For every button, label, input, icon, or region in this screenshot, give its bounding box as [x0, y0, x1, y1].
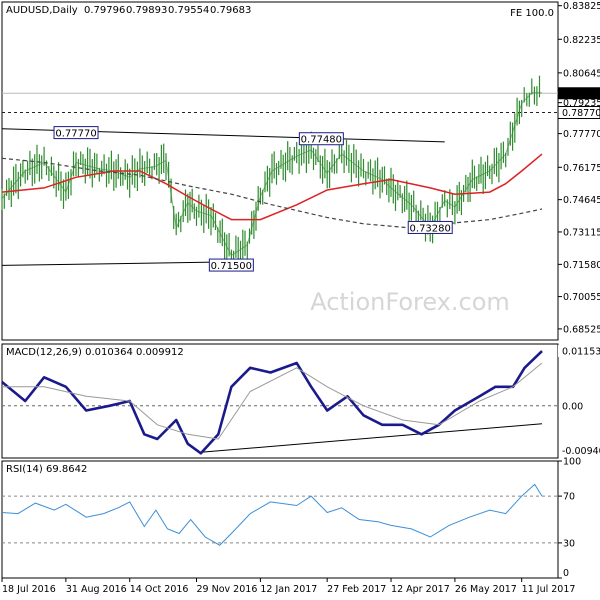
- price-tick-label: 0.74645: [563, 195, 600, 206]
- annotation-label: 0.71500: [211, 261, 252, 272]
- price-annotation-4: 0.71500: [208, 258, 254, 272]
- x-tick-label: 27 Feb 2017: [327, 584, 386, 595]
- x-tick-label: 12 Jan 2017: [260, 584, 317, 595]
- ohlc-high: 0.79893: [126, 5, 167, 16]
- price-tick-label: 0.71580: [563, 260, 600, 271]
- macd-panel-frame: [1, 343, 559, 459]
- annotation-box: [407, 220, 453, 234]
- macd-value-tag: [558, 344, 600, 357]
- macd-plot: [1, 350, 558, 455]
- macd-tick-label: 0.011534: [562, 346, 600, 357]
- price-bars: [1, 75, 542, 271]
- sma-line-dashed: [1, 157, 543, 229]
- price-tick-label: 0.83825: [563, 1, 600, 12]
- price-tick-label: 0.73115: [563, 227, 600, 238]
- macd-y-axis: 0.011534 0.00 -0.009409: [558, 344, 600, 457]
- level-tag-text: 0.78770: [562, 108, 600, 119]
- annotation-label: 0.77480: [301, 135, 342, 146]
- price-tick-label: 0.68525: [563, 324, 600, 335]
- date-x-axis: 18 Jul 2016 31 Aug 2016 14 Oct 2016 29 Nov …: [1, 578, 576, 595]
- macd-tick-label: 0.00: [562, 401, 583, 412]
- annotation-box: [298, 132, 344, 146]
- annotation-label: 0.77770: [55, 129, 96, 140]
- x-tick-label: 26 May 2017: [455, 584, 517, 595]
- macd-tick-label: -0.009409: [562, 446, 600, 457]
- rsi-y-axis: 100 70 30 0: [558, 457, 581, 579]
- annotation-label: 0.73280: [410, 223, 451, 234]
- trend-line-2: [1, 261, 246, 266]
- annotation-box: [53, 126, 99, 140]
- rsi-plot: [1, 483, 558, 546]
- level-tag: [557, 105, 600, 119]
- price-annotation-3: 0.73280: [407, 220, 453, 234]
- price-panel-frame: [1, 1, 559, 341]
- rsi-tick-label: 30: [563, 538, 575, 549]
- rsi-tick-label: 70: [563, 492, 575, 503]
- rsi-line: [1, 483, 543, 546]
- x-tick-label: 18 Jul 2016: [2, 584, 56, 595]
- annotation-box: [208, 258, 254, 272]
- current-price-tag: [558, 87, 600, 100]
- rsi-title: RSI(14) 69.8642: [6, 464, 87, 475]
- price-tick-label: 0.82235: [563, 35, 600, 46]
- price-tick-label: 0.76175: [563, 163, 600, 174]
- price-tick-label: 0.70055: [563, 292, 600, 303]
- price-y-axis: 0.83825 0.82235 0.80645 0.79235 0.77770 0.761…: [557, 1, 600, 335]
- macd-trend-line: [200, 423, 543, 453]
- price-panel-title: AUDUSD,Daily: [6, 5, 78, 16]
- rsi-tick-label: 100: [563, 457, 581, 468]
- price-tick-label: 0.79235: [563, 98, 600, 109]
- fe-label: FE 100.0: [510, 8, 554, 19]
- x-tick-label: 31 Aug 2016: [66, 584, 127, 595]
- price-annotation-2: 0.77480: [298, 132, 344, 146]
- price-annotation-1: 0.77770: [53, 126, 99, 140]
- price-tick-label: 0.77770: [563, 129, 600, 140]
- sma-line-red: [1, 153, 543, 221]
- x-tick-label: 14 Oct 2016: [130, 584, 189, 595]
- ohlc-values: 0.79796 0.79893 0.79554 0.79683: [84, 5, 251, 16]
- macd-line: [1, 350, 543, 455]
- price-plot: 0.77770 0.77480 0.73280 0.71500: [1, 75, 558, 272]
- signal-line: [2, 362, 543, 440]
- x-tick-label: 29 Nov 2016: [197, 584, 258, 595]
- macd-title: MACD(12,26,9) 0.010364 0.009912: [6, 347, 184, 358]
- ohlc-open: 0.79796: [84, 5, 125, 16]
- watermark: ActionForex.com: [310, 288, 510, 316]
- current-price-text: 0.79683: [562, 89, 600, 100]
- x-tick-label: 11 Jul 2017: [522, 584, 576, 595]
- ohlc-close: 0.79683: [210, 5, 251, 16]
- price-tick-label: 0.80645: [563, 68, 600, 79]
- ohlc-low: 0.79554: [168, 5, 209, 16]
- rsi-panel-frame: [1, 460, 559, 579]
- x-tick-label: 12 Apr 2017: [391, 584, 450, 595]
- rsi-tick-label: 0: [563, 568, 569, 579]
